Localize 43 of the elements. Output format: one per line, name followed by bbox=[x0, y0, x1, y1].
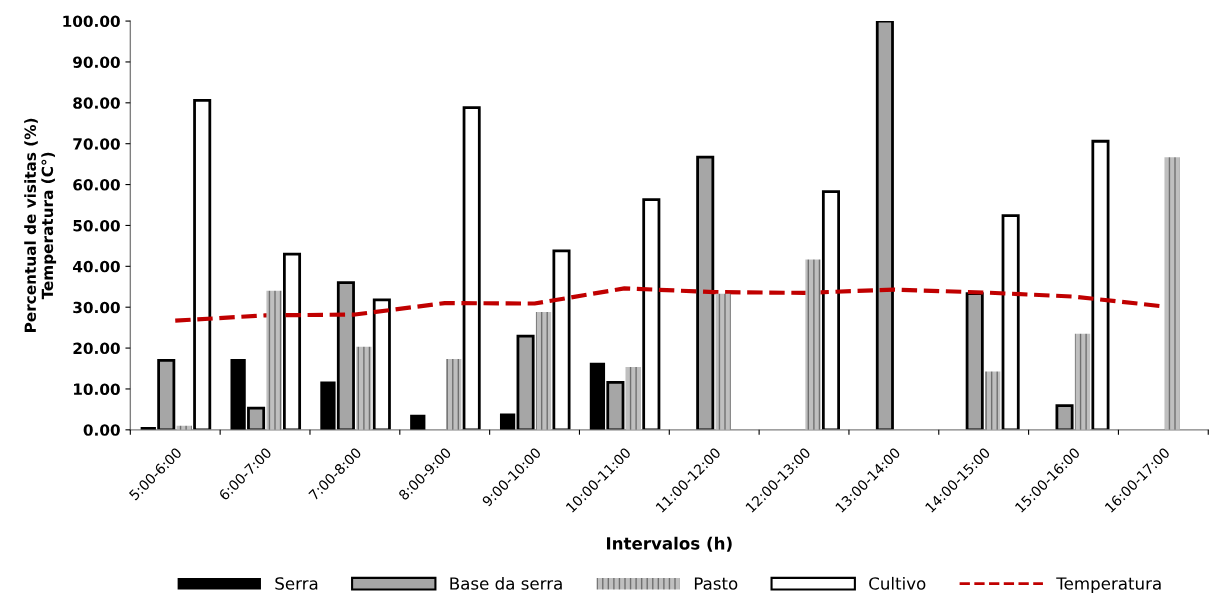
bar bbox=[1001, 214, 1020, 430]
bar bbox=[462, 106, 481, 430]
y-tick-label: 20.00 bbox=[73, 342, 120, 355]
y-tick-label: 30.00 bbox=[73, 301, 120, 314]
bar bbox=[266, 290, 282, 430]
bar bbox=[410, 414, 426, 430]
legend-label: Pasto bbox=[694, 577, 738, 590]
bar bbox=[1164, 157, 1180, 430]
bar bbox=[965, 292, 984, 430]
bar bbox=[372, 298, 391, 430]
bar bbox=[499, 413, 516, 430]
bar bbox=[1055, 404, 1074, 430]
bar bbox=[805, 259, 821, 430]
y-tick-label: 10.00 bbox=[74, 383, 120, 395]
y-tick-label: 90.00 bbox=[73, 56, 120, 68]
bar bbox=[985, 371, 1001, 430]
bar bbox=[642, 198, 661, 430]
bar bbox=[696, 155, 715, 430]
y-tick-label: 80.00 bbox=[73, 97, 120, 109]
legend-label: Temperatura bbox=[1056, 577, 1161, 594]
y-tick-label: 40.00 bbox=[72, 260, 120, 273]
y-tick-label: 50.00 bbox=[73, 219, 120, 232]
bar bbox=[821, 190, 841, 430]
bar bbox=[356, 346, 372, 430]
legend-label: Base da serra bbox=[450, 576, 562, 590]
bar bbox=[282, 252, 302, 430]
x-axis-title: Intervalos (h) bbox=[607, 536, 732, 552]
y-axis-title: Percentual de visitas (%) Temperatura (C°) bbox=[24, 118, 57, 332]
y-tick-label: 0.00 bbox=[83, 424, 120, 436]
bar bbox=[625, 366, 641, 430]
bar bbox=[715, 293, 731, 430]
legend-label: Serra bbox=[275, 577, 318, 590]
legend-label: Cultivo bbox=[869, 576, 926, 590]
bar bbox=[535, 312, 552, 430]
bar bbox=[1091, 139, 1110, 430]
y-tick-label: 100.00 bbox=[63, 15, 120, 28]
bar bbox=[446, 359, 462, 430]
bar bbox=[552, 249, 571, 430]
bar bbox=[1074, 333, 1091, 430]
bar bbox=[193, 98, 212, 430]
bar bbox=[516, 334, 535, 430]
y-tick-label: 70.00 bbox=[73, 138, 120, 150]
y-tick-label: 60.00 bbox=[73, 179, 120, 191]
